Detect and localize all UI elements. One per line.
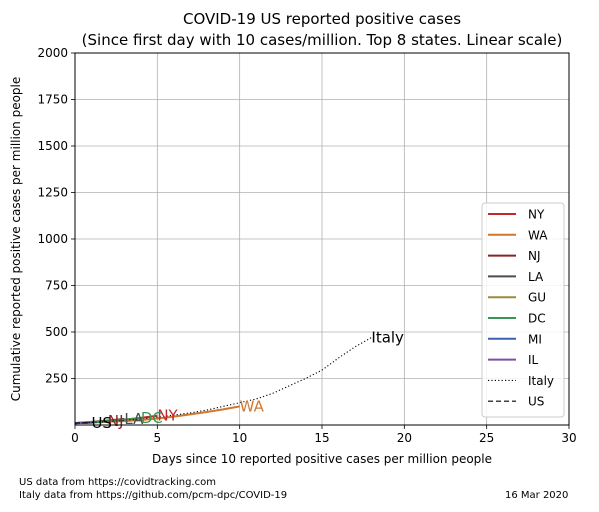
series-line-italy [74,337,372,424]
x-tick-label: 25 [479,431,494,445]
series-end-label-la: LA [124,410,144,428]
y-tick-label: 750 [45,279,68,293]
legend-entry-la: LA [528,270,544,284]
series-end-label-wa: WA [240,397,265,415]
series-end-label-us: US [91,414,112,432]
y-tick-label: 1750 [37,93,68,107]
x-tick-label: 0 [71,431,79,445]
legend: NY WA NJ LA GU DC MI IL Italy US [481,202,565,418]
footer-source-italy: Italy data from https://github.com/pcm-d… [19,490,288,501]
y-axis-label: Cumulative reported positive cases per m… [9,77,23,402]
legend-entry-dc: DC [528,312,546,326]
series-end-label-dc: DC [141,409,163,427]
x-tick-label: 15 [314,431,329,445]
legend-entry-italy: Italy [528,374,554,388]
x-tick-label: 30 [561,431,576,445]
series-lines [74,337,372,425]
y-tick-label: 1500 [37,139,68,153]
y-tick-label: 1000 [37,232,68,246]
x-tick-label: 10 [232,431,247,445]
legend-entry-nj: NJ [528,249,541,263]
y-tick-label: 250 [45,372,68,386]
legend-entry-us: US [528,395,544,409]
y-tick-label: 2000 [37,46,68,60]
footer-date: 16 Mar 2020 [505,490,569,501]
y-tick-label: 1250 [37,186,68,200]
chart-title: COVID-19 US reported positive cases [183,10,461,28]
footer-source-us: US data from https://covidtracking.com [19,477,216,488]
x-tick-label: 20 [397,431,412,445]
axis-ticks: 0 5 10 15 20 25 30 250 500 750 1000 1250 1500 1750 200… [37,46,576,445]
chart-subtitle: (Since first day with 10 cases/million. … [82,31,563,49]
legend-entry-wa: WA [528,228,548,242]
legend-entry-mi: MI [528,332,542,346]
legend-entry-gu: GU [528,291,546,305]
series-end-label-ny: NY [157,407,178,425]
legend-entry-ny: NY [528,208,545,222]
series-end-label-italy: Italy [371,329,404,347]
legend-entry-il: IL [528,353,539,367]
x-axis-label: Days since 10 reported positive cases pe… [152,452,492,466]
x-tick-label: 5 [154,431,162,445]
y-tick-label: 500 [45,325,68,339]
